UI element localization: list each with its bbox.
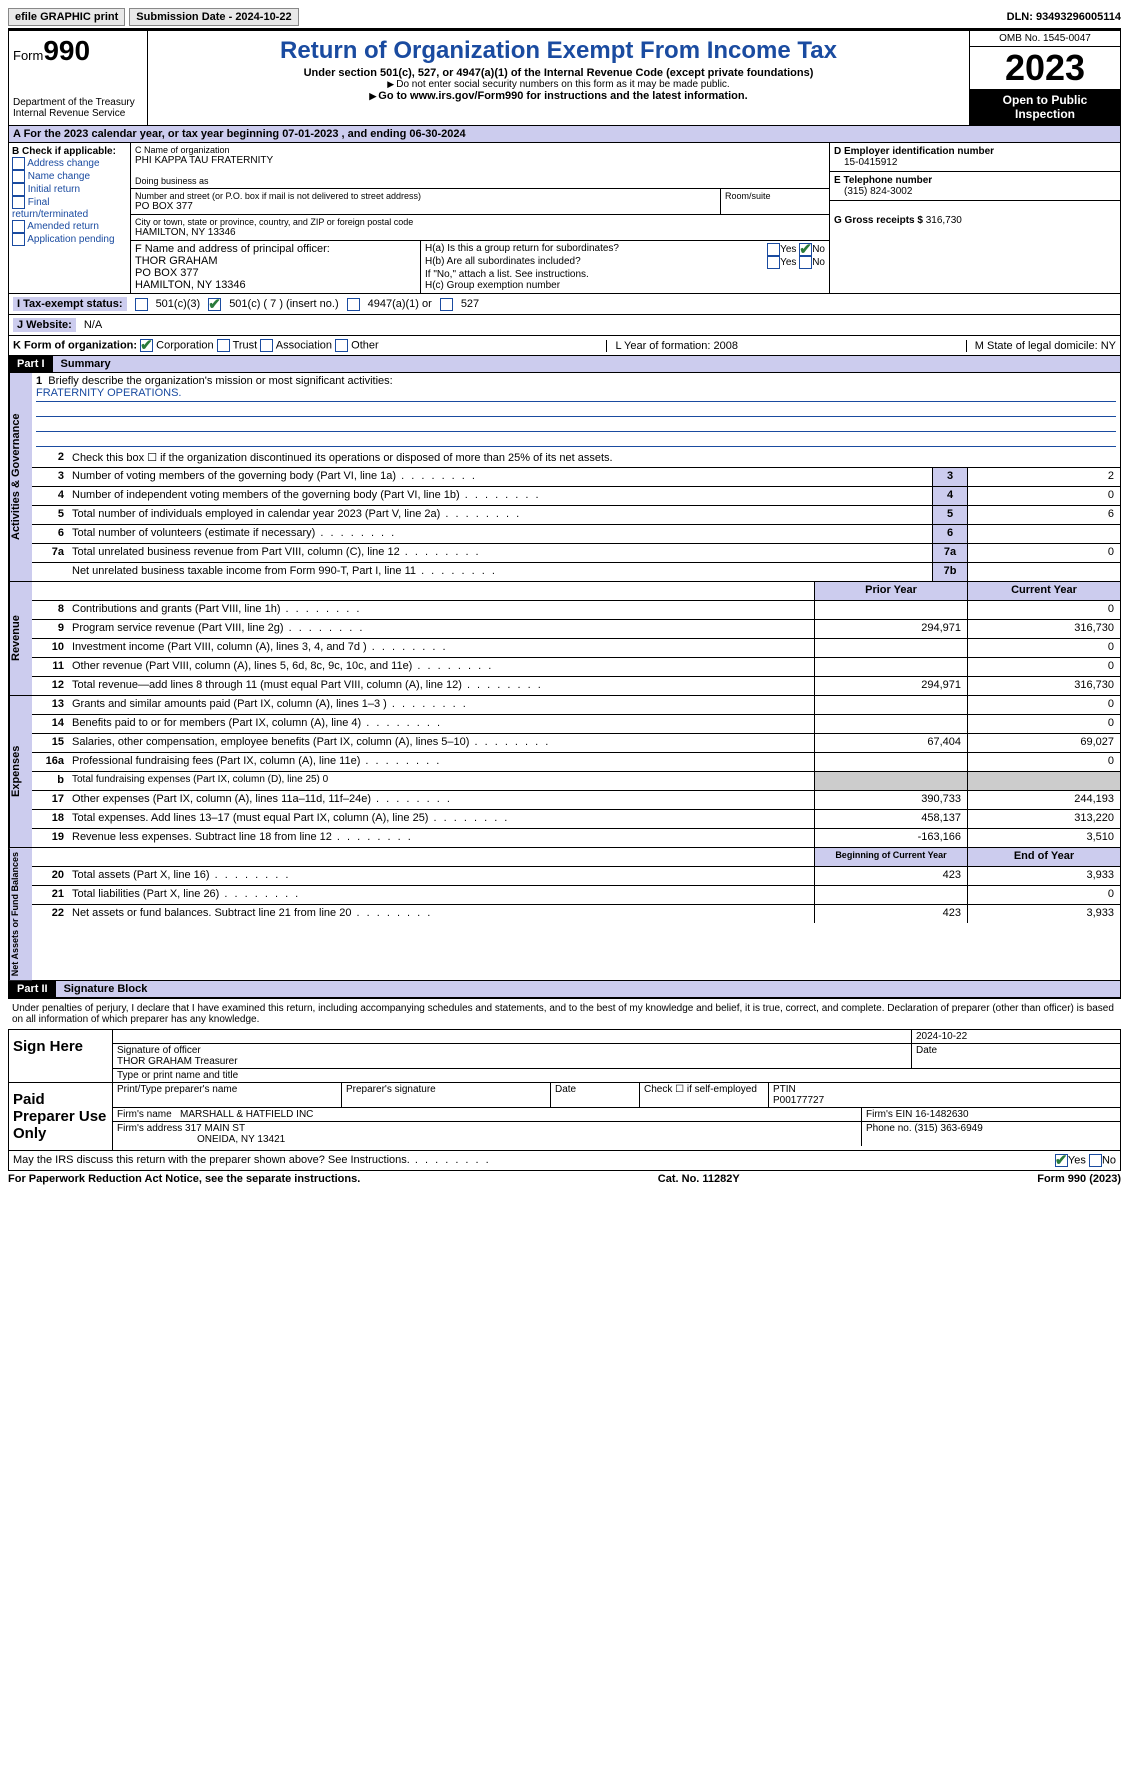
discuss-row: May the IRS discuss this return with the… <box>8 1151 1121 1171</box>
org-name-cell: C Name of organization PHI KAPPA TAU FRA… <box>131 143 829 189</box>
period-line: A For the 2023 calendar year, or tax yea… <box>8 126 1121 143</box>
summary-line: 21Total liabilities (Part X, line 26)0 <box>32 886 1120 905</box>
cb-discuss-no[interactable] <box>1089 1154 1102 1167</box>
cb-name-change[interactable]: Name change <box>12 170 127 183</box>
summary-line: 13Grants and similar amounts paid (Part … <box>32 696 1120 715</box>
k-row: K Form of organization: Corporation Trus… <box>8 336 1121 356</box>
summary-line: 19Revenue less expenses. Subtract line 1… <box>32 829 1120 847</box>
current-year-hdr: Current Year <box>967 582 1120 600</box>
cb-discuss-yes[interactable] <box>1055 1154 1068 1167</box>
summary-line: Net unrelated business taxable income fr… <box>32 563 1120 581</box>
cb-trust[interactable] <box>217 339 230 352</box>
summary-line: 3Number of voting members of the governi… <box>32 468 1120 487</box>
gross-cell: G Gross receipts $ 316,730 <box>830 201 1120 229</box>
cb-other[interactable] <box>335 339 348 352</box>
mission-label: Briefly describe the organization's miss… <box>48 375 392 387</box>
summary-line: 9Program service revenue (Part VIII, lin… <box>32 620 1120 639</box>
cb-pending[interactable]: Application pending <box>12 233 127 246</box>
form-header: Form990 Department of the Treasury Inter… <box>8 30 1121 126</box>
box-b-label: B Check if applicable: <box>12 146 116 157</box>
vtab-rev: Revenue <box>9 582 32 695</box>
website-row: J Website: N/A <box>8 315 1121 336</box>
sign-here-block: Sign Here 2024-10-22 Signature of office… <box>8 1029 1121 1083</box>
summary-line: 5Total number of individuals employed in… <box>32 506 1120 525</box>
public-inspection: Open to Public Inspection <box>970 89 1120 125</box>
summary-line: 22Net assets or fund balances. Subtract … <box>32 905 1120 923</box>
page-footer: For Paperwork Reduction Act Notice, see … <box>8 1171 1121 1185</box>
efile-btn[interactable]: efile GRAPHIC print <box>8 8 125 26</box>
summary-line: 8Contributions and grants (Part VIII, li… <box>32 601 1120 620</box>
entity-block: B Check if applicable: Address change Na… <box>8 143 1121 294</box>
paid-preparer-block: Paid Preparer Use Only Print/Type prepar… <box>8 1083 1121 1151</box>
form-number: Form990 <box>13 35 143 67</box>
revenue-section: Revenue Prior Year Current Year 8Contrib… <box>8 582 1121 696</box>
summary-line: 15Salaries, other compensation, employee… <box>32 734 1120 753</box>
cb-addr-change[interactable]: Address change <box>12 157 127 170</box>
cb-4947[interactable] <box>347 298 360 311</box>
cb-corp[interactable] <box>140 339 153 352</box>
bocy-hdr: Beginning of Current Year <box>814 848 967 866</box>
tax-year: 2023 <box>970 47 1120 89</box>
cb-527[interactable] <box>440 298 453 311</box>
eoy-hdr: End of Year <box>967 848 1120 866</box>
omb: OMB No. 1545-0047 <box>970 31 1120 47</box>
summary-line: 6Total number of volunteers (estimate if… <box>32 525 1120 544</box>
summary-line: 12Total revenue—add lines 8 through 11 (… <box>32 677 1120 695</box>
org-name: PHI KAPPA TAU FRATERNITY <box>135 155 825 166</box>
part2-header: Part II Signature Block <box>8 981 1121 998</box>
netassets-section: Net Assets or Fund Balances Beginning of… <box>8 848 1121 981</box>
room-cell: Room/suite <box>721 189 829 214</box>
phone-cell: E Telephone number(315) 824-3002 <box>830 172 1120 201</box>
cb-assoc[interactable] <box>260 339 273 352</box>
cb-501c[interactable] <box>208 298 221 311</box>
summary-line: 18Total expenses. Add lines 13–17 (must … <box>32 810 1120 829</box>
topbar: efile GRAPHIC print Submission Date - 20… <box>8 8 1121 30</box>
officer-cell: F Name and address of principal officer:… <box>131 241 421 293</box>
cb-amended[interactable]: Amended return <box>12 220 127 233</box>
year-formation: L Year of formation: 2008 <box>606 340 738 352</box>
goto-link[interactable]: Go to www.irs.gov/Form990 for instructio… <box>152 90 965 102</box>
summary-line: bTotal fundraising expenses (Part IX, co… <box>32 772 1120 791</box>
tax-status-row: I Tax-exempt status: 501(c)(3) 501(c) ( … <box>8 294 1121 315</box>
summary-line: 2Check this box ☐ if the organization di… <box>32 449 1120 468</box>
vtab-na: Net Assets or Fund Balances <box>9 848 32 980</box>
dln: DLN: 93493296005114 <box>1007 11 1121 23</box>
submission-btn[interactable]: Submission Date - 2024-10-22 <box>129 8 298 26</box>
perjury-decl: Under penalties of perjury, I declare th… <box>8 998 1121 1029</box>
mission-text: FRATERNITY OPERATIONS. <box>36 387 1116 402</box>
summary-line: 4Number of independent voting members of… <box>32 487 1120 506</box>
summary-line: 17Other expenses (Part IX, column (A), l… <box>32 791 1120 810</box>
summary-line: 14Benefits paid to or for members (Part … <box>32 715 1120 734</box>
summary-line: 16aProfessional fundraising fees (Part I… <box>32 753 1120 772</box>
summary-line: 20Total assets (Part X, line 16)4233,933 <box>32 867 1120 886</box>
ein-cell: D Employer identification number15-04159… <box>830 143 1120 172</box>
summary-line: 11Other revenue (Part VIII, column (A), … <box>32 658 1120 677</box>
cb-501c3[interactable] <box>135 298 148 311</box>
cb-final[interactable]: Final return/terminated <box>12 196 127 220</box>
dept: Department of the Treasury Internal Reve… <box>13 97 143 119</box>
summary-line: 7aTotal unrelated business revenue from … <box>32 544 1120 563</box>
subtitle: Under section 501(c), 527, or 4947(a)(1)… <box>152 67 965 79</box>
ssn-note: Do not enter social security numbers on … <box>152 79 965 90</box>
group-return: H(a) Is this a group return for subordin… <box>421 241 829 293</box>
street-cell: Number and street (or P.O. box if mail i… <box>131 189 721 214</box>
vtab-exp: Expenses <box>9 696 32 847</box>
domicile: M State of legal domicile: NY <box>966 340 1116 352</box>
form-title: Return of Organization Exempt From Incom… <box>152 37 965 65</box>
part1-header: Part I Summary <box>8 356 1121 373</box>
cb-initial[interactable]: Initial return <box>12 183 127 196</box>
governance-section: Activities & Governance 1 Briefly descri… <box>8 373 1121 582</box>
expenses-section: Expenses 13Grants and similar amounts pa… <box>8 696 1121 848</box>
vtab-gov: Activities & Governance <box>9 373 32 581</box>
summary-line: 10Investment income (Part VIII, column (… <box>32 639 1120 658</box>
city-cell: City or town, state or province, country… <box>131 215 829 241</box>
prior-year-hdr: Prior Year <box>814 582 967 600</box>
